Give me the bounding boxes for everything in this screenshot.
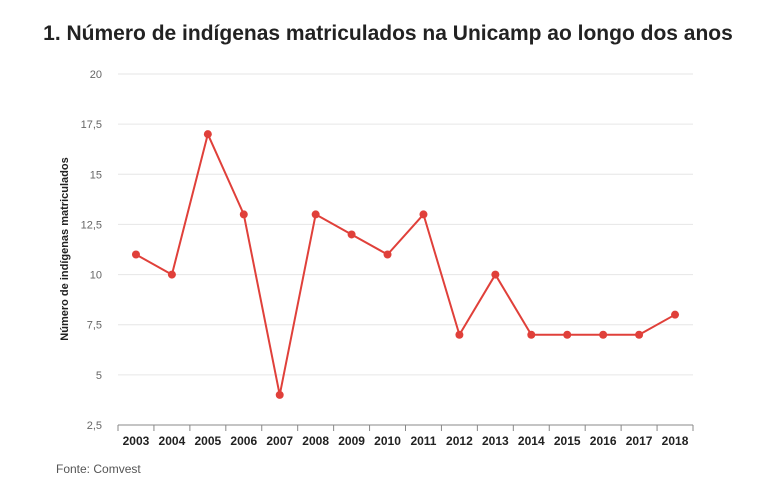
y-tick-label: 2,5	[87, 420, 102, 432]
x-tick-label: 2006	[230, 434, 257, 448]
y-tick-label: 10	[90, 270, 102, 282]
x-tick-label: 2008	[302, 434, 329, 448]
data-point	[455, 330, 464, 339]
y-tick-label: 7,5	[87, 320, 102, 332]
x-tick-label: 2012	[446, 434, 473, 448]
data-point	[491, 270, 500, 279]
y-tick-label: 20	[90, 69, 102, 81]
x-tick-label: 2013	[482, 434, 509, 448]
series-line	[135, 133, 676, 396]
data-point	[635, 330, 644, 339]
data-point	[527, 330, 536, 339]
chart-title: 1. Número de indígenas matriculados na U…	[43, 22, 733, 45]
data-point	[275, 390, 284, 399]
data-point	[599, 330, 608, 339]
data-point	[131, 250, 140, 259]
x-axis: 2003 2004 2005 2006 2007 2008 2009 2010 2011 2012…	[117, 424, 694, 448]
gridlines	[118, 73, 693, 376]
x-tick-label: 2018	[662, 434, 689, 448]
x-tick-label: 2004	[159, 434, 186, 448]
data-point	[239, 210, 248, 219]
x-tick-label: 2010	[374, 434, 401, 448]
x-tick-label: 2011	[410, 434, 436, 448]
x-tick-label: 2003	[123, 434, 150, 448]
x-tick-label: 2014	[518, 434, 545, 448]
data-point	[347, 230, 356, 239]
y-axis-label: Número de indígenas matriculados	[59, 157, 71, 340]
y-tick-label: 17,5	[81, 119, 102, 131]
data-point	[311, 210, 320, 219]
y-tick-label: 5	[96, 370, 102, 382]
x-tick-label: 2015	[554, 434, 581, 448]
x-tick-label: 2005	[194, 434, 221, 448]
data-point	[383, 250, 392, 259]
source-note: Fonte: Comvest	[56, 462, 141, 476]
x-tick-label: 2009	[338, 434, 365, 448]
y-axis-tick-labels: 2,5 5 7,5 10 12,5 15 17,5 20	[81, 69, 102, 432]
x-tick-label: 2016	[590, 434, 617, 448]
data-points	[131, 130, 680, 399]
series-line-layer	[135, 133, 676, 396]
x-tick-label: 2017	[626, 434, 653, 448]
y-tick-label: 15	[90, 169, 102, 181]
data-point	[671, 310, 680, 319]
y-tick-label: 12,5	[81, 219, 102, 231]
data-point	[167, 270, 176, 279]
data-point	[203, 130, 212, 139]
data-point	[563, 330, 572, 339]
data-point	[419, 210, 428, 219]
x-tick-label: 2007	[266, 434, 293, 448]
